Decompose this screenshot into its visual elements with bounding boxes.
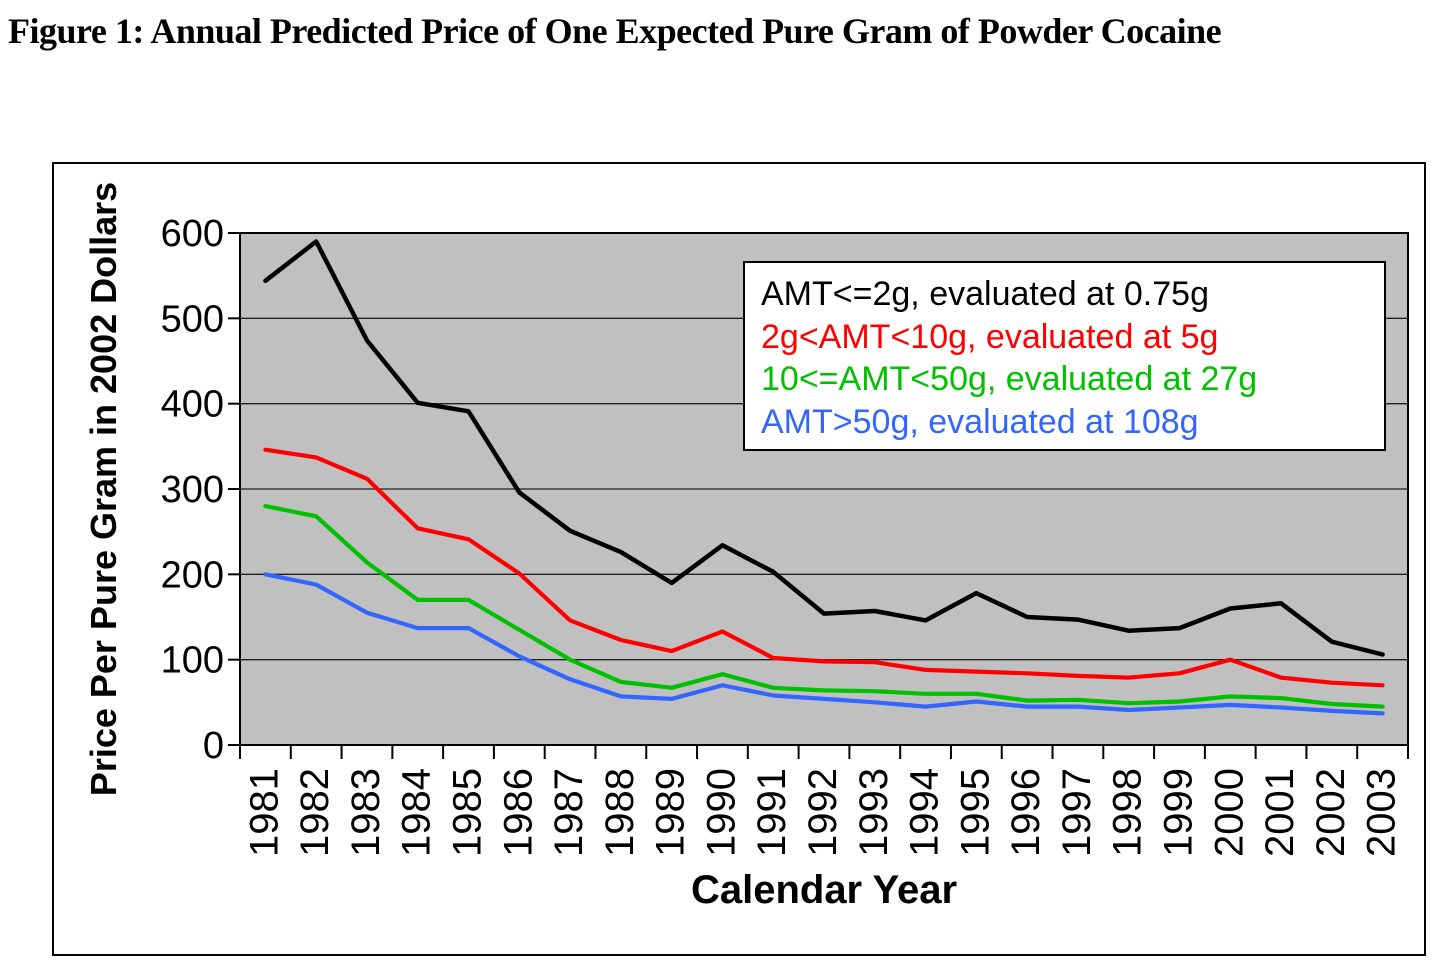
figure-title: Figure 1: Annual Predicted Price of One … bbox=[8, 11, 1222, 51]
y-tick-label-400: 400 bbox=[161, 384, 224, 426]
legend-item-medium-amt: 2g<AMT<10g, evaluated at 5g bbox=[761, 317, 1219, 356]
x-tick-label-1998: 1998 bbox=[1106, 768, 1150, 857]
x-tick-label-1989: 1989 bbox=[649, 768, 693, 857]
x-tick-label-2000: 2000 bbox=[1207, 768, 1251, 857]
x-tick-label-1992: 1992 bbox=[801, 768, 845, 857]
y-tick-label-300: 300 bbox=[161, 469, 224, 511]
x-tick-label-1993: 1993 bbox=[852, 768, 896, 857]
x-tick-label-1984: 1984 bbox=[395, 768, 439, 857]
x-tick-label-1997: 1997 bbox=[1055, 768, 1099, 857]
y-tick-label-0: 0 bbox=[203, 725, 224, 767]
x-tick-label-1983: 1983 bbox=[344, 768, 388, 857]
y-tick-label-200: 200 bbox=[161, 554, 224, 596]
series-line-2 bbox=[263, 504, 1385, 709]
x-tick-label-1991: 1991 bbox=[750, 768, 794, 857]
x-tick-label-1999: 1999 bbox=[1156, 768, 1200, 857]
x-tick-label-1990: 1990 bbox=[699, 768, 743, 857]
series-line-1 bbox=[263, 447, 1385, 688]
series-line-3 bbox=[263, 572, 1385, 716]
x-tick-label-1988: 1988 bbox=[598, 768, 642, 857]
chart-outer-border bbox=[52, 162, 1426, 956]
x-tick-label-2002: 2002 bbox=[1309, 768, 1353, 857]
x-tick-label-1982: 1982 bbox=[293, 768, 337, 857]
x-tick-label-2003: 2003 bbox=[1360, 768, 1404, 857]
x-tick-label-1995: 1995 bbox=[953, 768, 997, 857]
x-tick-label-1981: 1981 bbox=[242, 768, 286, 857]
x-tick-label-1986: 1986 bbox=[496, 768, 540, 857]
legend-item-large-amt: 10<=AMT<50g, evaluated at 27g bbox=[761, 360, 1258, 398]
series-line-0 bbox=[263, 239, 1385, 657]
legend-item-xlarge-amt: AMT>50g, evaluated at 108g bbox=[761, 402, 1199, 441]
x-tick-label-1987: 1987 bbox=[547, 768, 591, 857]
y-tick-label-100: 100 bbox=[161, 640, 224, 682]
y-tick-label-500: 500 bbox=[161, 298, 224, 340]
x-tick-label-2001: 2001 bbox=[1258, 768, 1302, 857]
x-axis-title: Calendar Year bbox=[690, 868, 958, 912]
legend-box: AMT<=2g, evaluated at 0.75g 2g<AMT<10g, … bbox=[743, 261, 1386, 451]
legend-item-small-amt: AMT<=2g, evaluated at 0.75g bbox=[761, 275, 1209, 313]
y-tick-label-600: 600 bbox=[161, 213, 224, 255]
x-tick-label-1996: 1996 bbox=[1004, 768, 1048, 857]
x-tick-label-1985: 1985 bbox=[446, 768, 490, 857]
x-tick-label-1994: 1994 bbox=[903, 768, 947, 857]
y-axis-title: Price Per Pure Gram in 2002 Dollars bbox=[83, 181, 124, 797]
